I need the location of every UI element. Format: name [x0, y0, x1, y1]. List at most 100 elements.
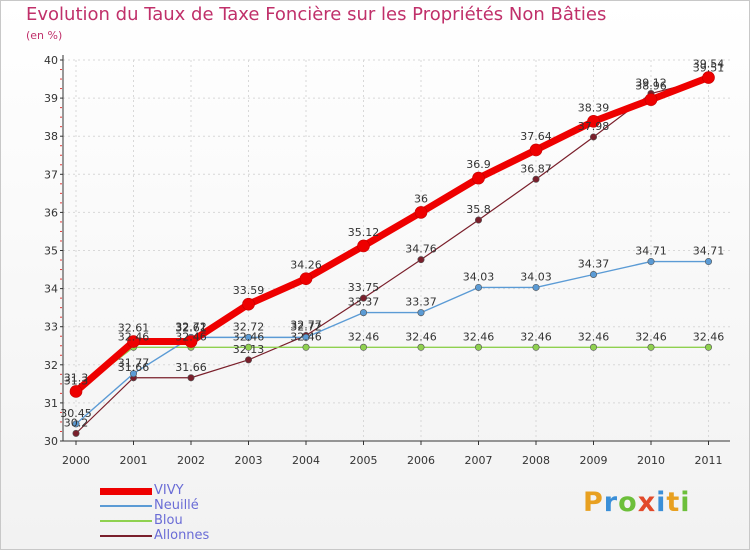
proxiti-logo: Proxiti: [583, 487, 691, 518]
data-label: 32.46: [233, 330, 265, 343]
data-label: 38.96: [635, 80, 667, 93]
legend-label: Allonnes: [154, 528, 210, 543]
data-label: 36.9: [466, 158, 491, 171]
legend-swatch: [100, 505, 152, 507]
data-label: 31.3: [64, 371, 89, 384]
data-label: 31.77: [118, 357, 150, 370]
logo-letter: P: [583, 487, 604, 518]
x-tick-label: 2000: [62, 454, 90, 467]
data-point: [302, 333, 310, 341]
x-tick-label: 2003: [235, 454, 263, 467]
data-point: [242, 297, 255, 311]
series-line: [75, 78, 709, 434]
logo-letter: x: [637, 487, 657, 518]
data-label: 34.76: [405, 243, 437, 256]
data-label: 32.46: [693, 330, 725, 343]
legend-swatch: [100, 487, 152, 495]
data-point: [72, 420, 80, 428]
y-tick-label: 32: [44, 359, 58, 372]
y-tick-label: 34: [44, 283, 58, 296]
data-point: [359, 309, 367, 317]
x-tick-label: 2001: [120, 454, 148, 467]
data-point: [417, 309, 425, 317]
y-tick-label: 36: [44, 206, 58, 219]
data-label: 31.66: [175, 361, 207, 374]
data-point: [245, 356, 253, 364]
data-label: 34.03: [520, 270, 552, 283]
data-label: 32.46: [118, 330, 150, 343]
x-tick-label: 2004: [292, 454, 320, 467]
legend-swatch: [100, 535, 152, 537]
data-label: 32.46: [348, 330, 380, 343]
data-label: 32.72: [233, 320, 265, 333]
data-point: [704, 343, 712, 351]
data-label: 34.71: [693, 245, 725, 258]
legend-item: VIVY: [100, 483, 300, 498]
data-label: 32.61: [175, 322, 207, 335]
data-label: 31.3: [64, 374, 89, 387]
logo-letter: i: [680, 487, 691, 518]
y-tick-label: 40: [44, 54, 58, 67]
x-tick-label: 2008: [522, 454, 550, 467]
series-line: [75, 346, 709, 393]
data-label: 34.37: [578, 258, 610, 271]
data-label: 32.46: [405, 330, 437, 343]
data-point: [299, 272, 313, 285]
data-label: 33.37: [405, 296, 437, 309]
y-tick-label: 30: [44, 435, 58, 448]
data-point: [72, 429, 80, 437]
data-label: 32.46: [520, 330, 552, 343]
data-label: 39.12: [635, 77, 667, 90]
x-tick-label: 2011: [695, 454, 723, 467]
data-point: [245, 343, 253, 351]
data-point: [704, 258, 712, 266]
data-label: 32.46: [290, 330, 322, 343]
x-tick-label: 2005: [350, 454, 378, 467]
data-point: [130, 370, 138, 378]
data-point: [302, 343, 310, 351]
logo-letter: r: [603, 487, 619, 518]
legend-item: Blou: [100, 513, 300, 528]
data-point: [529, 143, 543, 157]
data-point: [474, 283, 482, 291]
y-tick-label: 31: [44, 397, 58, 410]
data-label: 31.66: [118, 361, 150, 374]
chart-unit: (en %): [26, 29, 63, 42]
y-tick-label: 33: [44, 321, 58, 334]
data-point: [359, 343, 367, 351]
data-label: 36: [414, 192, 428, 205]
data-point: [647, 343, 655, 351]
data-label: 32.46: [175, 330, 207, 343]
data-point: [69, 385, 83, 398]
data-point: [417, 343, 425, 351]
y-tick-label: 39: [44, 92, 58, 105]
logo-letter: o: [618, 487, 638, 518]
data-label: 34.03: [463, 270, 495, 283]
logo-letter: t: [666, 487, 681, 518]
data-label: 33.75: [348, 281, 380, 294]
data-label: 34.26: [290, 259, 322, 272]
data-label: 32.61: [118, 322, 150, 335]
data-label: 38.39: [578, 101, 610, 114]
legend-item: Neuillé: [100, 498, 300, 513]
y-tick-label: 35: [44, 245, 58, 258]
data-label: 35.12: [348, 226, 380, 239]
data-label: 34.71: [635, 245, 667, 258]
data-label: 32.46: [578, 330, 610, 343]
legend-item: Allonnes: [100, 528, 300, 543]
data-point: [589, 343, 597, 351]
data-label: 39.54: [693, 58, 725, 71]
data-point: [359, 294, 367, 302]
data-label: 32.77: [290, 318, 322, 331]
data-point: [587, 115, 600, 128]
y-tick-label: 37: [44, 168, 58, 181]
data-label: 37.98: [578, 120, 610, 133]
data-point: [647, 258, 655, 266]
data-point: [589, 133, 597, 141]
x-tick-label: 2009: [580, 454, 608, 467]
logo-letter: i: [656, 487, 667, 518]
legend-swatch: [100, 520, 152, 522]
x-tick-label: 2007: [465, 454, 493, 467]
